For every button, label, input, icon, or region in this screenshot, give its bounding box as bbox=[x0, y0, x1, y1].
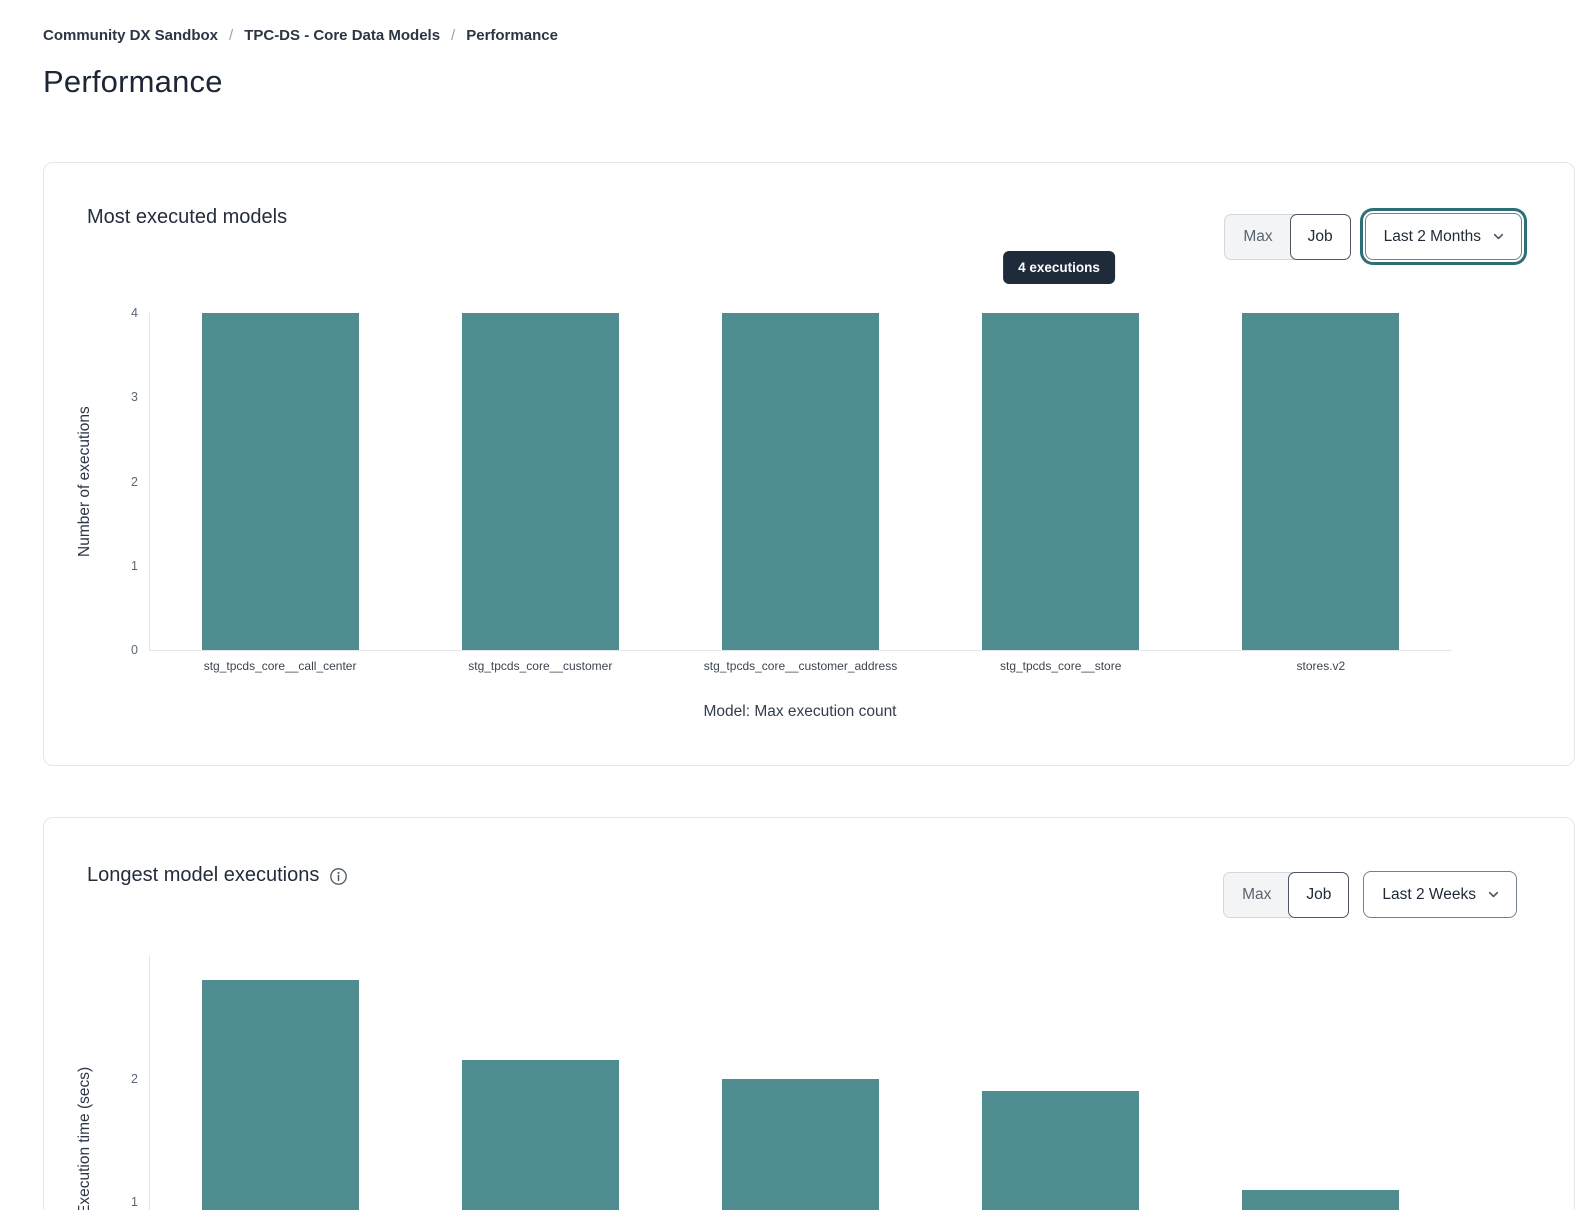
x-tick-label: stores.v2 bbox=[1296, 659, 1346, 673]
bar-rank-5[interactable] bbox=[1242, 1190, 1400, 1210]
max-toggle-button[interactable]: Max bbox=[1224, 873, 1289, 917]
period-select-value: Last 2 Months bbox=[1383, 227, 1481, 245]
breadcrumb-separator: / bbox=[451, 27, 456, 44]
period-select[interactable]: Last 2 Weeks bbox=[1363, 871, 1517, 918]
bar-stg_tpcds_core__customer[interactable] bbox=[461, 313, 619, 650]
bar-stg_tpcds_core__customer_address[interactable] bbox=[722, 313, 879, 650]
max-job-toggle: Max Job bbox=[1223, 871, 1350, 918]
info-icon[interactable] bbox=[329, 867, 348, 886]
period-select-value: Last 2 Weeks bbox=[1382, 885, 1476, 903]
bar-rank-1[interactable] bbox=[201, 979, 359, 1210]
bar-stg_tpcds_core__store[interactable] bbox=[982, 313, 1140, 650]
chevron-down-icon bbox=[1487, 888, 1500, 901]
y-tick-label: 1 bbox=[131, 558, 138, 573]
chart-tooltip: 4 executions bbox=[1003, 251, 1115, 284]
page-title: Performance bbox=[43, 64, 223, 99]
job-toggle-button[interactable]: Job bbox=[1289, 213, 1351, 260]
longest-model-executions-title-text: Longest model executions bbox=[87, 864, 320, 886]
period-select[interactable]: Last 2 Months bbox=[1364, 213, 1522, 260]
breadcrumb-separator: / bbox=[229, 27, 234, 44]
x-tick-label: stg_tpcds_core__customer_address bbox=[703, 659, 898, 673]
bar-stg_tpcds_core__call_center[interactable] bbox=[201, 313, 359, 650]
x-axis-title: Model: Max execution count bbox=[703, 703, 897, 720]
y-axis-title: Number of executions bbox=[76, 406, 93, 558]
longest-model-executions-card: Longest model executions Max Job Last 2 … bbox=[43, 817, 1575, 1210]
breadcrumb: Community DX Sandbox / TPC-DS - Core Dat… bbox=[43, 27, 558, 44]
job-toggle-button[interactable]: Job bbox=[1288, 871, 1350, 918]
most-executed-models-title: Most executed models bbox=[87, 206, 288, 228]
most-executed-models-card: Most executed models Max Job Last 2 Mont… bbox=[43, 162, 1575, 766]
bar-rank-2[interactable] bbox=[461, 1060, 619, 1210]
breadcrumb-item-project[interactable]: Community DX Sandbox bbox=[43, 27, 219, 44]
chevron-down-icon bbox=[1492, 230, 1505, 243]
y-tick-label: 2 bbox=[131, 1071, 138, 1086]
chart-controls: Max Job Last 2 Weeks bbox=[1223, 871, 1517, 918]
breadcrumb-item-data-models[interactable]: TPC-DS - Core Data Models bbox=[244, 27, 441, 44]
max-toggle-button[interactable]: Max bbox=[1225, 215, 1290, 259]
bar-stores.v2[interactable] bbox=[1242, 313, 1400, 650]
y-tick-label: 2 bbox=[131, 474, 138, 489]
bar-rank-4[interactable] bbox=[982, 1091, 1140, 1210]
y-tick-label: 3 bbox=[131, 390, 138, 405]
y-tick-label: 0 bbox=[131, 643, 138, 657]
breadcrumb-item-performance: Performance bbox=[466, 27, 558, 44]
y-tick-label: 1 bbox=[131, 1195, 138, 1210]
y-tick-label: 4 bbox=[131, 306, 138, 320]
chart-controls: Max Job Last 2 Months bbox=[1224, 213, 1522, 260]
bar-rank-3[interactable] bbox=[722, 1078, 879, 1210]
x-tick-label: stg_tpcds_core__store bbox=[999, 659, 1122, 673]
most-executed-models-chart: stg_tpcds_core__call_center stg_tpcds_cor… bbox=[131, 306, 1451, 673]
x-tick-label: stg_tpcds_core__customer bbox=[468, 659, 613, 673]
longest-model-executions-title: Longest model executions bbox=[87, 864, 348, 887]
chart-tooltip-text: 4 executions bbox=[1018, 260, 1100, 275]
y-axis-title: Execution time (secs) bbox=[76, 1066, 93, 1210]
max-job-toggle: Max Job bbox=[1224, 213, 1351, 260]
x-tick-label: stg_tpcds_core__call_center bbox=[203, 659, 357, 673]
